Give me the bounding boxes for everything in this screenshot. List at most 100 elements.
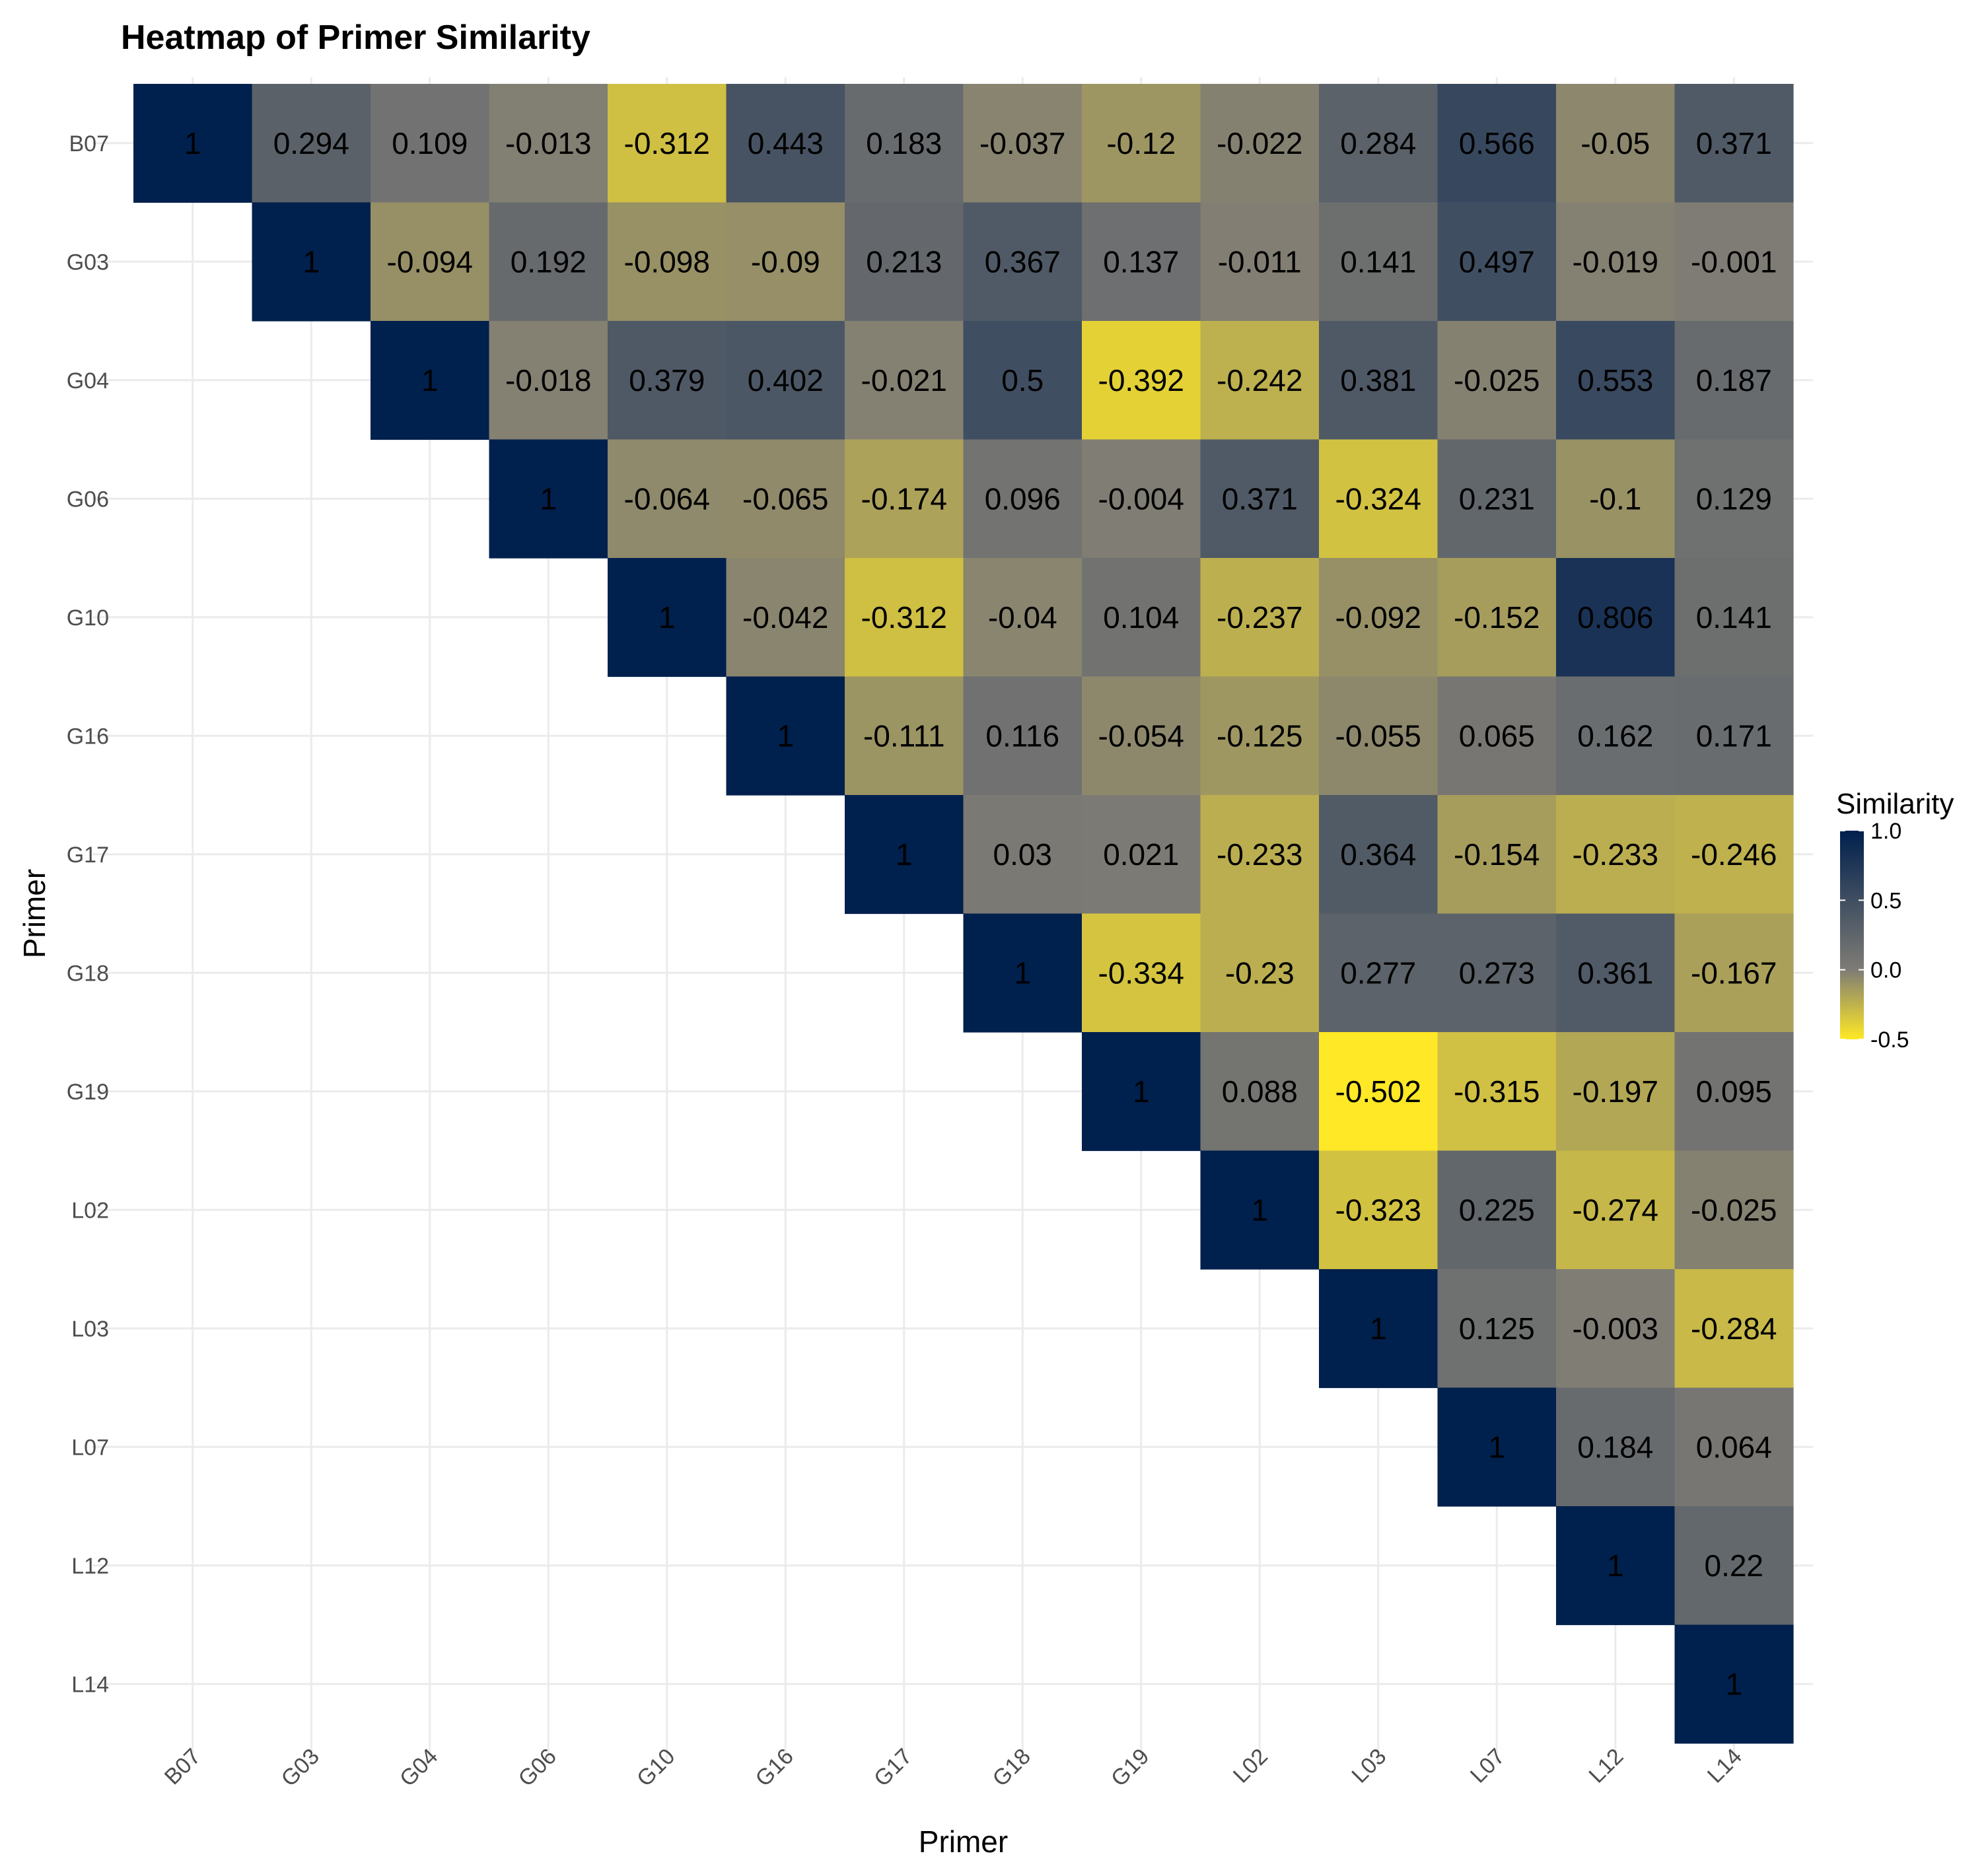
cell-value-label: -0.003 [1573,1311,1658,1346]
cell-value-label: 0.125 [1459,1311,1535,1346]
cell-value-label: -0.154 [1454,837,1540,872]
heatmap-cell-g06-g06 [489,439,608,559]
heatmap-cell-g16-l02 [1200,676,1320,796]
heatmap-cell-g06-l12 [1556,439,1676,559]
heatmap-cell-g10-g16 [726,558,845,677]
heatmap-cell-g03-g16 [726,202,845,322]
cell-value-label: -0.021 [861,363,947,398]
cell-value-label: -0.237 [1217,600,1302,635]
y-tick-label: G17 [67,843,109,868]
heatmap-cell-g03-g19 [1082,202,1201,322]
cell-value-label: -0.233 [1573,837,1658,872]
heatmap-cell-g16-g19 [1082,676,1201,796]
y-axis-label: Primer [17,869,52,958]
heatmap-cell-g04-l07 [1437,321,1557,440]
heatmap-cell-g03-g04 [371,202,490,322]
heatmap-cell-g06-l03 [1319,439,1438,559]
cell-value-label: 0.141 [1340,244,1416,279]
heatmap-cell-g04-l14 [1674,321,1794,440]
cell-value-label: 0.361 [1577,955,1653,990]
cell-value-label: 0.162 [1577,718,1653,753]
cell-value-label: 0.231 [1459,481,1535,516]
heatmap-cell-b07-g06 [489,84,608,203]
heatmap-cell-g06-g19 [1082,439,1201,559]
legend-tick-label: 0.5 [1870,888,1901,913]
heatmap-cell-l07-l12 [1556,1387,1676,1507]
cell-value-label: -0.125 [1217,718,1302,753]
cell-value-label: 0.381 [1340,363,1416,398]
heatmap-cell-g17-l02 [1200,795,1320,915]
cell-value-label: 0.021 [1103,837,1179,872]
cell-value-label: -0.174 [861,481,947,516]
heatmap-cell-g04-g04 [371,321,490,440]
cell-value-label: 0.104 [1103,600,1179,635]
legend-colorbar [1840,831,1864,1039]
x-tick-label: G03 [277,1744,324,1791]
heatmap-cell-b07-l14 [1674,84,1794,203]
x-tick-label: L02 [1228,1744,1273,1788]
cell-value-label: 1 [777,718,794,753]
cell-value-label: 0.497 [1459,244,1535,279]
heatmap-cell-g10-g18 [963,558,1083,677]
cell-value-label: 1 [1488,1430,1505,1464]
heatmap-cell-g16-g16 [726,676,845,796]
heatmap-cell-g18-l14 [1674,913,1794,1033]
x-tick-label: G19 [1106,1744,1154,1791]
cell-value-label: 0.088 [1222,1074,1298,1109]
cell-value-label: 0.294 [273,126,349,160]
heatmap-cell-b07-b07 [133,84,253,203]
cell-value-label: -0.152 [1454,600,1540,635]
heatmap-cell-g04-g16 [726,321,845,440]
y-tick-label: G16 [67,724,109,749]
x-tick-label: B07 [160,1744,206,1790]
heatmap-cell-g06-l02 [1200,439,1320,559]
cell-value-label: 0.371 [1696,126,1772,160]
cell-value-label: 0.187 [1696,363,1772,398]
cell-value-label: -0.284 [1691,1311,1777,1346]
cell-value-label: 0.109 [392,126,468,160]
heatmap-cell-b07-l07 [1437,84,1557,203]
y-tick-label: G04 [67,368,109,394]
x-tick-label: L14 [1703,1744,1747,1788]
y-tick-label: L07 [71,1435,109,1460]
cell-value-label: 0.5 [1001,363,1044,398]
cell-value-label: 1 [421,363,439,398]
heatmap-cell-g06-g10 [608,439,727,559]
heatmap-cell-b07-l03 [1319,84,1438,203]
heatmap-cell-g04-g18 [963,321,1083,440]
cell-value-label: 1 [658,600,676,635]
cell-value-label: -0.312 [861,600,947,635]
cell-value-label: -0.025 [1454,363,1540,398]
heatmap-cell-l02-l03 [1319,1150,1438,1270]
heatmap-cell-g17-l03 [1319,795,1438,915]
cell-value-label: -0.197 [1573,1074,1658,1109]
heatmap-cell-g18-l12 [1556,913,1676,1033]
cell-value-label: -0.065 [742,481,828,516]
heatmap-cell-g18-g18 [963,913,1083,1033]
cell-value-label: -0.334 [1098,955,1184,990]
cell-value-label: -0.001 [1691,244,1777,279]
y-tick-label: G10 [67,606,109,631]
heatmap-cell-b07-g16 [726,84,845,203]
heatmap-cell-g19-l02 [1200,1032,1320,1152]
heatmap-cell-l12-l12 [1556,1506,1676,1626]
heatmap-cell-g03-g03 [252,202,371,322]
cell-value-label: -0.274 [1573,1193,1658,1227]
heatmap-cell-g19-l07 [1437,1032,1557,1152]
cell-value-label: 1 [302,244,320,279]
heatmap-cell-g04-g10 [608,321,727,440]
heatmap-cell-g19-l14 [1674,1032,1794,1152]
heatmap-cell-g18-l07 [1437,913,1557,1033]
cell-value-label: 1 [1725,1667,1742,1701]
cell-value-label: 0.22 [1704,1548,1763,1583]
y-axis-ticks: B07 G03 G04 G06 G10 G16 G17 G18 G19 L02 L03 L07 L12 L… [67,131,109,1698]
cell-value-label: 0.553 [1577,363,1653,398]
heatmap-cell-g19-l12 [1556,1032,1676,1152]
cell-value-label: 1 [896,837,913,872]
cell-value-label: -0.233 [1217,837,1302,872]
heatmap-cell-g03-l14 [1674,202,1794,322]
cell-value-label: -0.037 [979,126,1065,160]
heatmap-cell-g18-g19 [1082,913,1201,1033]
heatmap-cell-g17-g19 [1082,795,1201,915]
